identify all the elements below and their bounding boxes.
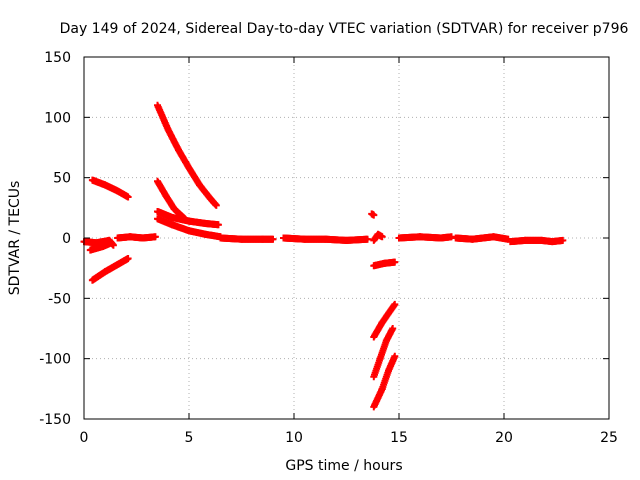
series-arc-14 (370, 258, 399, 270)
y-tick-label: 50 (53, 171, 71, 187)
series-arc-10 (217, 234, 277, 243)
data-point (124, 255, 132, 263)
y-axis-title: SDTVAR / TECUs (7, 181, 23, 296)
data-point (559, 236, 567, 244)
x-tick-label: 5 (185, 430, 194, 446)
series-arc-4 (88, 255, 132, 284)
series-arc-8 (154, 207, 222, 229)
data-point (107, 239, 115, 247)
series-arc-13 (370, 230, 386, 244)
series-arc-17 (370, 352, 399, 411)
series-arc-5 (114, 233, 159, 242)
y-tick-label: 150 (44, 50, 71, 66)
series-arc-16 (370, 325, 397, 381)
chart-title: Day 149 of 2024, Sidereal Day-to-day VTE… (60, 21, 629, 37)
data-point (214, 221, 222, 229)
series-arc-20 (506, 236, 567, 246)
x-tick-label: 10 (285, 430, 303, 446)
data-point (124, 193, 132, 201)
y-tick-label: -50 (48, 291, 71, 307)
x-tick-label: 15 (390, 430, 408, 446)
series-arc-18 (395, 233, 455, 242)
data-point (370, 211, 378, 219)
data-point (391, 352, 399, 360)
series-arc-1 (88, 176, 132, 201)
series-arc-6 (154, 101, 220, 209)
x-axis-title: GPS time / hours (285, 458, 402, 474)
data-point (212, 201, 220, 209)
series-arc-11 (280, 234, 371, 244)
y-tick-label: -150 (39, 412, 71, 428)
data-point (364, 235, 371, 243)
data-point (269, 235, 277, 243)
data-point (378, 233, 386, 241)
series-arc-15 (370, 300, 399, 341)
y-tick-label: 0 (62, 231, 71, 247)
ticks-layer: 0 5 10 15 20 25 -150 -100 -50 0 50 100 150 (39, 50, 618, 446)
data-point (389, 325, 397, 332)
x-tick-label: 25 (600, 430, 618, 446)
y-tick-label: -100 (39, 352, 71, 368)
data-point (448, 233, 455, 241)
y-tick-label: 100 (44, 110, 71, 126)
points-layer (80, 101, 567, 411)
series-arc-3 (86, 239, 115, 254)
series-arc-12 (368, 210, 378, 219)
series-arc-19 (452, 233, 512, 243)
x-tick-label: 0 (80, 430, 89, 446)
data-point (391, 258, 399, 266)
data-point (391, 300, 399, 308)
data-point (151, 233, 159, 241)
x-tick-label: 20 (495, 430, 513, 446)
